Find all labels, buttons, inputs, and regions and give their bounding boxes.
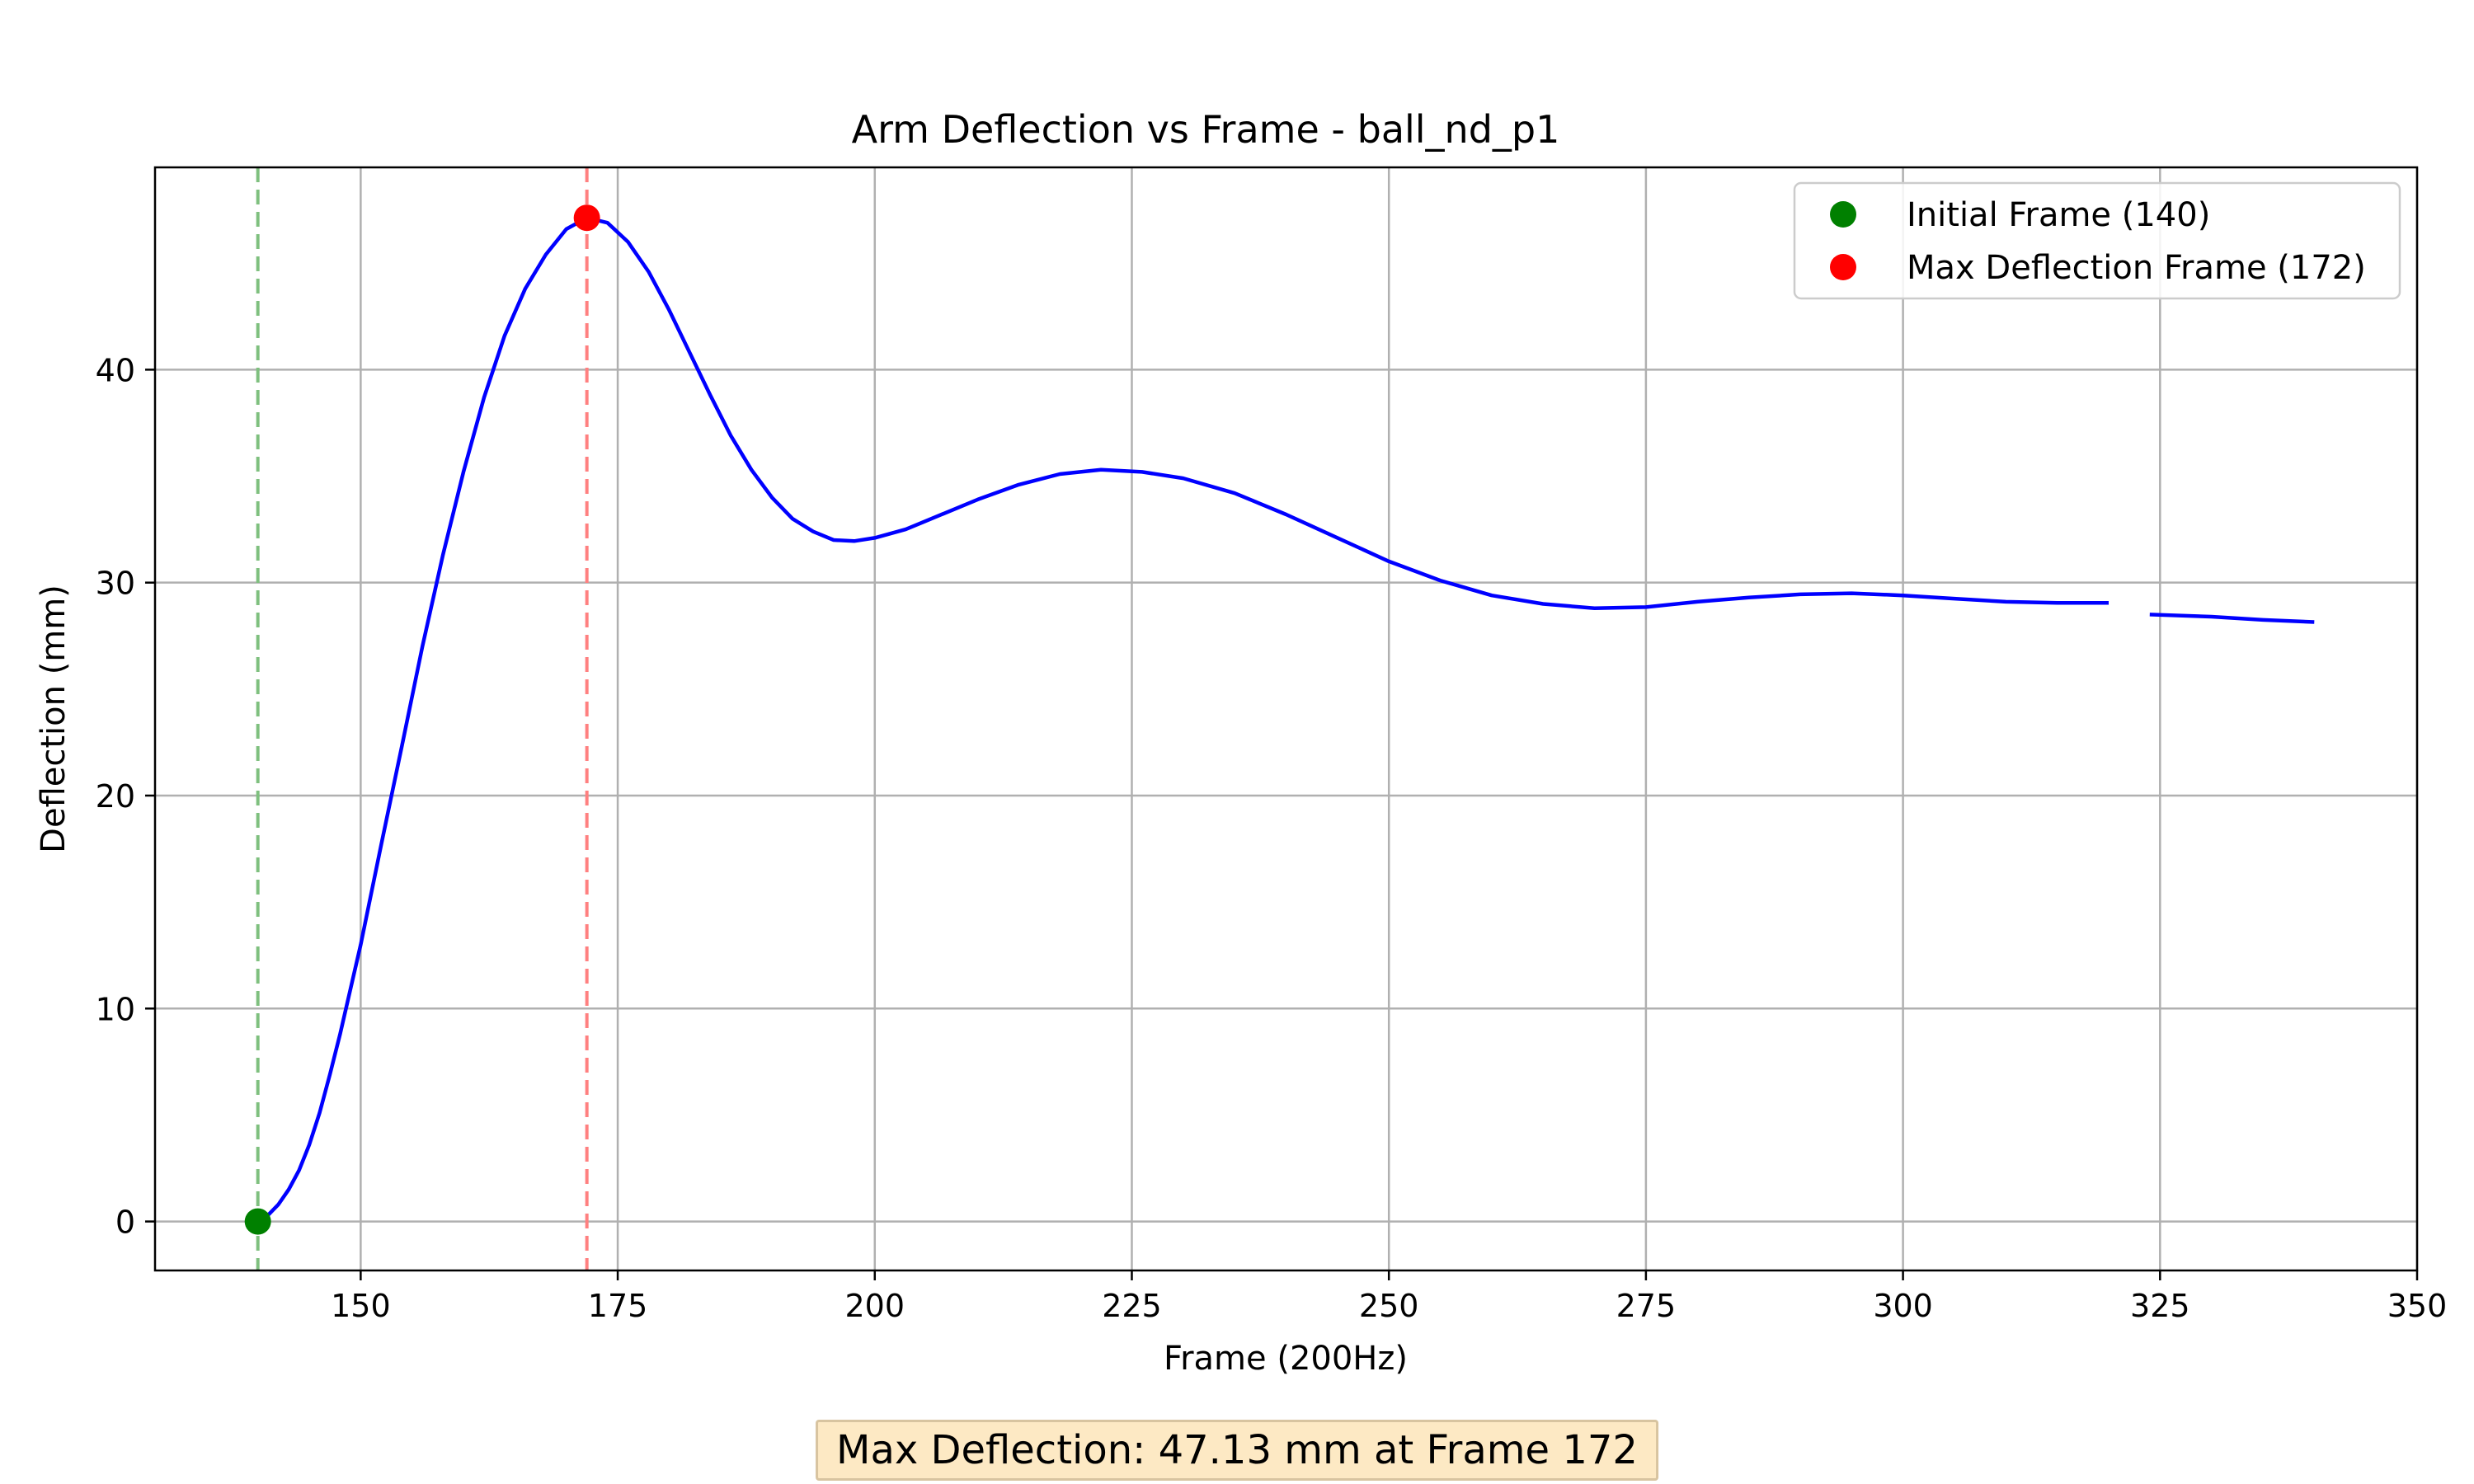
y-tick-label: 0 — [115, 1205, 135, 1241]
y-tick-label: 10 — [96, 991, 135, 1027]
max-deflection-annotation: Max Deflection: 47.13 mm at Frame 172 — [816, 1420, 1658, 1481]
plot-frame — [153, 166, 2419, 1272]
marker-point — [573, 204, 600, 232]
legend-marker — [1830, 201, 1856, 228]
series-line-segment — [2149, 613, 2315, 624]
marker-points — [244, 204, 600, 1235]
x-tick-label: 300 — [1873, 1288, 1933, 1324]
legend-marker — [1830, 254, 1856, 280]
x-tick-label: 350 — [2387, 1288, 2448, 1324]
y-tick-label: 40 — [96, 352, 135, 388]
y-axis-label: Deflection (mm) — [35, 585, 73, 853]
series-lines — [256, 215, 2315, 1223]
legend-box — [1793, 181, 2401, 300]
x-tick-label: 200 — [845, 1288, 905, 1324]
x-tick-label: 175 — [588, 1288, 648, 1324]
legend-label: Initial Frame (140) — [1907, 196, 2210, 234]
x-tick-label: 325 — [2130, 1288, 2190, 1324]
chart-title: Arm Deflection vs Frame - ball_nd_p1 — [852, 107, 1560, 152]
x-tick-label: 275 — [1616, 1288, 1677, 1324]
grid — [155, 167, 2419, 1270]
y-ticks: 0 10 20 30 40 — [96, 352, 155, 1241]
series-line-segment — [256, 215, 2109, 1223]
x-tick-label: 250 — [1359, 1288, 1419, 1324]
legend: Initial Frame (140) Max Deflection Frame … — [1793, 181, 2401, 300]
y-tick-label: 20 — [96, 778, 135, 815]
x-ticks: 150 175 200 225 250 275 300 325 350 — [331, 1270, 2447, 1324]
y-tick-label: 30 — [96, 566, 135, 602]
marker-vlines — [256, 167, 589, 1270]
x-tick-label: 225 — [1102, 1288, 1162, 1324]
x-tick-label: 150 — [331, 1288, 391, 1324]
legend-label: Max Deflection Frame (172) — [1907, 249, 2366, 287]
marker-point — [244, 1208, 271, 1235]
x-axis-label: Frame (200Hz) — [1164, 1340, 1408, 1378]
